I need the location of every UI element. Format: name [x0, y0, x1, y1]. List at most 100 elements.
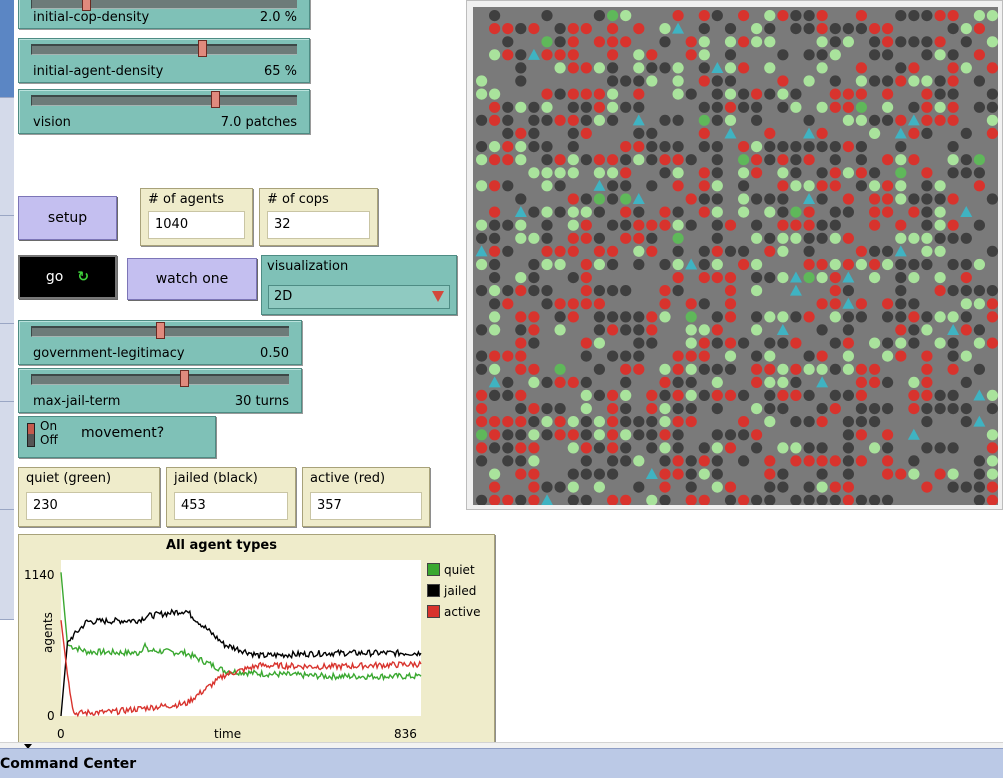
government-legitimacy-slider[interactable]: government-legitimacy 0.50 — [18, 320, 302, 365]
jailed-agent — [803, 350, 815, 362]
jailed-agent — [829, 141, 841, 153]
movement-switch[interactable]: On Off movement? — [18, 416, 216, 458]
slider-knob[interactable] — [198, 40, 208, 57]
active-agent — [528, 23, 540, 35]
vision-slider[interactable]: vision 7.0 patches — [18, 89, 310, 134]
cop-agent — [672, 22, 685, 34]
slider-track[interactable] — [31, 44, 297, 55]
jailed-agent — [764, 141, 776, 153]
setup-button[interactable]: setup — [18, 196, 117, 240]
go-button[interactable]: go ↻ — [18, 255, 117, 299]
active-agent — [777, 10, 789, 22]
active-agent — [842, 258, 854, 271]
switch-toggle-icon[interactable] — [27, 423, 35, 447]
jailed-agent — [973, 481, 985, 493]
jailed-agent — [502, 245, 514, 257]
quiet-agent — [790, 206, 802, 218]
jailed-agent — [777, 206, 789, 218]
quiet-agent — [515, 272, 527, 284]
command-center-splitter[interactable] — [0, 742, 1003, 749]
quiet-agent — [659, 363, 671, 375]
jailed-agent — [777, 468, 789, 480]
active-agent — [528, 494, 540, 505]
switch-on-label: On — [40, 419, 58, 433]
jailed-agent — [973, 324, 985, 336]
panel-tab[interactable] — [0, 402, 14, 510]
initial-agent-density-slider[interactable]: initial-agent-density 65 % — [18, 38, 310, 83]
jailed-agent — [567, 494, 579, 505]
slider-label: initial-cop-density — [33, 10, 150, 25]
world-canvas[interactable] — [473, 7, 998, 505]
visualization-chooser[interactable]: visualization 2D — [261, 255, 457, 315]
quiet-agent — [567, 167, 579, 179]
active-agent — [515, 127, 527, 139]
jailed-agent — [593, 232, 605, 244]
active-agent — [908, 206, 920, 218]
quiet-agent — [960, 62, 972, 74]
jailed-agent — [607, 193, 619, 205]
active-agent — [855, 376, 867, 388]
quiet-agent — [698, 324, 710, 336]
slider-knob[interactable] — [155, 322, 165, 339]
jailed-agent — [908, 324, 920, 336]
active-agent — [855, 10, 867, 22]
quiet-agent — [829, 49, 841, 61]
slider-label: initial-agent-density — [33, 64, 164, 79]
active-agent — [502, 350, 514, 362]
slider-knob[interactable] — [210, 91, 220, 108]
cop-agent — [894, 245, 907, 257]
active-agent — [934, 285, 946, 297]
active-agent — [986, 442, 998, 454]
quiet-agent — [593, 62, 605, 74]
active-agent — [541, 245, 553, 257]
jailed-agent — [973, 494, 985, 505]
jailed-agent — [633, 311, 645, 323]
active-agent — [986, 127, 998, 139]
watch-one-button[interactable]: watch one — [127, 258, 257, 300]
dropdown-arrow-icon[interactable] — [432, 291, 444, 302]
quiet-agent — [541, 167, 553, 179]
active-agent — [580, 285, 592, 297]
panel-tab[interactable] — [0, 216, 14, 324]
quiet-agent — [567, 154, 579, 166]
initial-cop-density-slider[interactable]: initial-cop-density 2.0 % — [18, 0, 310, 29]
quiet-agent — [895, 193, 907, 205]
jailed-agent — [711, 337, 723, 349]
plot-legend: quiet jailed active — [427, 559, 480, 622]
quiet-agent — [698, 36, 710, 48]
jailed-agent — [711, 193, 723, 205]
quiet-agent — [620, 10, 632, 22]
world-view[interactable] — [466, 0, 1003, 510]
jailed-agent — [777, 49, 789, 61]
jailed-agent — [698, 258, 710, 271]
cops-monitor: # of cops 32 — [259, 188, 378, 246]
quiet-agent — [986, 455, 998, 467]
active-agent — [751, 167, 763, 179]
panel-tab[interactable] — [0, 98, 14, 216]
chooser-select[interactable]: 2D — [268, 285, 450, 309]
jailed-agent — [502, 101, 514, 113]
jailed-agent — [659, 494, 671, 505]
jailed-agent — [895, 258, 907, 271]
jailed-agent — [816, 167, 828, 179]
panel-tab[interactable] — [0, 510, 14, 620]
panel-tab[interactable] — [0, 324, 14, 402]
panel-tab[interactable] — [0, 0, 14, 98]
slider-knob[interactable] — [82, 0, 92, 11]
quiet-agent — [489, 468, 501, 480]
slider-knob[interactable] — [180, 370, 190, 387]
jailed-agent — [672, 429, 684, 441]
slider-track[interactable] — [31, 374, 289, 385]
quiet-agent — [869, 337, 881, 349]
active-agent — [764, 363, 776, 375]
quiet-agent — [567, 481, 579, 493]
slider-track[interactable] — [31, 0, 297, 9]
quiet-agent — [751, 23, 763, 35]
max-jail-term-slider[interactable]: max-jail-term 30 turns — [18, 368, 302, 413]
command-center-bar[interactable]: Command Center — [0, 748, 1003, 778]
collapse-arrow-icon[interactable] — [24, 744, 32, 749]
jailed-agent — [554, 23, 566, 35]
active-agent — [554, 49, 566, 61]
active-agent — [567, 114, 579, 126]
slider-track[interactable] — [31, 95, 297, 106]
